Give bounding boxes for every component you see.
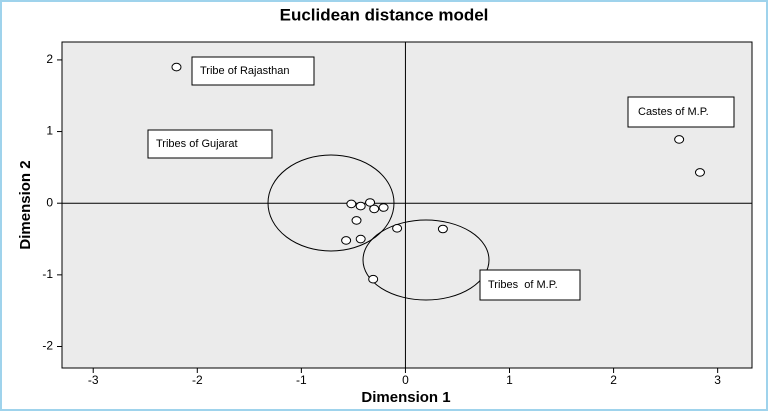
- x-axis-label: Dimension 1: [361, 389, 450, 406]
- point: [378, 203, 389, 212]
- point: [368, 274, 379, 284]
- y-tick-label: 1: [46, 124, 53, 138]
- annotation-text: Tribes of M.P.: [488, 279, 558, 291]
- y-tick-label: -1: [42, 267, 53, 281]
- y-tick-label: 2: [46, 52, 53, 66]
- point: [674, 135, 685, 144]
- y-axis-label: Dimension 2: [17, 160, 34, 249]
- point: [346, 199, 357, 209]
- point: [694, 168, 705, 177]
- annotation: Castes of M.P.: [627, 96, 735, 128]
- annotation: Tribe of Rajasthan: [191, 56, 315, 86]
- point: [369, 204, 380, 214]
- x-tick-label: -2: [192, 373, 203, 387]
- x-tick-label: 2: [610, 373, 617, 387]
- x-tick-label: 0: [402, 373, 409, 387]
- point: [392, 223, 403, 233]
- point: [437, 224, 448, 234]
- point: [351, 216, 362, 225]
- x-tick-label: 3: [714, 373, 721, 387]
- annotation: Tribes of Gujarat: [147, 129, 273, 159]
- chart-title: Euclidean distance model: [280, 5, 489, 24]
- y-tick-label: -2: [42, 339, 53, 353]
- annotation-text: Castes of M.P.: [638, 106, 709, 118]
- cluster-ellipse: [362, 219, 490, 301]
- point: [355, 234, 366, 244]
- x-tick-label: -3: [88, 373, 99, 387]
- plot-area: [61, 41, 753, 369]
- point: [341, 236, 352, 245]
- x-tick-label: -1: [296, 373, 307, 387]
- x-tick-label: 1: [506, 373, 513, 387]
- point: [171, 62, 182, 72]
- y-tick-label: 0: [46, 195, 53, 209]
- point: [365, 198, 376, 207]
- annotation-text: Tribe of Rajasthan: [200, 65, 289, 77]
- annotation-text: Tribes of Gujarat: [156, 138, 238, 150]
- point: [355, 201, 366, 211]
- annotation: Tribes of M.P.: [479, 269, 581, 301]
